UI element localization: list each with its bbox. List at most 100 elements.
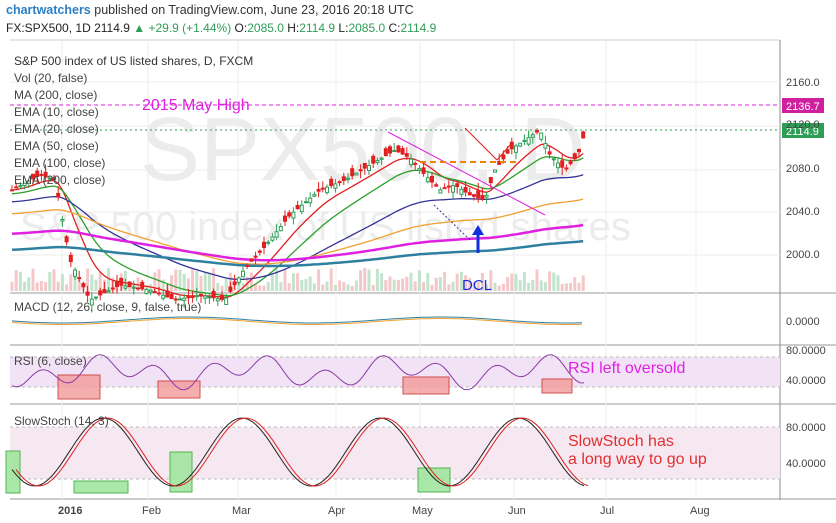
indicator-ema10[interactable]: EMA (10, close)	[14, 105, 99, 119]
change-value: +29.9 (+1.44%)	[148, 21, 232, 35]
volume-bar	[548, 271, 552, 291]
volume-bar	[90, 274, 94, 291]
candle-body	[333, 183, 338, 189]
volume-bar	[191, 269, 195, 291]
volume-bar	[401, 278, 405, 291]
volume-bar	[65, 284, 69, 291]
candle-body	[425, 177, 430, 183]
candle-body	[169, 293, 174, 300]
volume-bar	[384, 280, 388, 291]
rsi-line	[11, 354, 585, 391]
volume-bar	[262, 285, 266, 291]
candle-body	[505, 149, 510, 154]
indicator-ma200[interactable]: MA (200, close)	[14, 88, 98, 102]
candle-body	[299, 204, 304, 213]
candle-body	[123, 285, 128, 289]
price-tick: 2160.0	[786, 77, 820, 89]
volume-bar	[249, 272, 253, 291]
volume-bar	[39, 280, 43, 291]
candle-body	[157, 292, 161, 295]
volume-bar	[380, 273, 384, 291]
volume-bar	[86, 268, 90, 291]
volume-bar	[510, 273, 514, 291]
volume-bar	[409, 272, 413, 291]
candle-body	[577, 148, 581, 153]
rsi-tick-80: 80.0000	[786, 345, 826, 357]
rsi-title[interactable]: RSI (6, close)	[14, 354, 87, 368]
indicator-ema20[interactable]: EMA (20, close)	[14, 122, 99, 136]
volume-bar	[443, 271, 447, 291]
author-link[interactable]: chartwatchers	[6, 3, 91, 17]
candle-body	[501, 154, 506, 160]
symbol-label[interactable]: FX:SPX500,	[6, 21, 73, 35]
candle-body	[270, 236, 275, 241]
candle-body	[144, 288, 149, 294]
candle-body	[396, 145, 401, 153]
ma-line	[11, 143, 584, 299]
candle-body	[463, 186, 468, 193]
candle-body	[203, 295, 208, 299]
candle-body	[131, 286, 136, 289]
volume-bar	[493, 282, 497, 291]
volume-bar	[333, 285, 337, 291]
indicator-ema200[interactable]: EMA (200, close)	[14, 173, 106, 187]
candle-body	[245, 264, 250, 267]
volume-bar	[23, 281, 27, 291]
macd-title[interactable]: MACD (12, 26, close, 9, false, true)	[14, 300, 202, 314]
volume-bar	[48, 272, 52, 291]
candle-body	[539, 132, 544, 140]
volume-bar	[338, 280, 342, 291]
candle-body	[392, 149, 397, 152]
volume-bar	[342, 282, 346, 291]
indicator-ema50[interactable]: EMA (50, close)	[14, 139, 99, 153]
volume-bar	[539, 280, 543, 291]
publish-line: chartwatchers published on TradingView.c…	[6, 3, 414, 17]
candle-body	[278, 226, 283, 232]
time-tick: Apr	[328, 505, 345, 517]
candle-body	[77, 277, 82, 280]
volume-bar	[153, 272, 157, 291]
volume-bar	[254, 284, 258, 291]
main-title: S&P 500 index of US listed shares, D, FX…	[14, 54, 254, 68]
volume-bar	[329, 268, 333, 291]
volume-bar	[506, 277, 510, 291]
indicator-ema100[interactable]: EMA (100, close)	[14, 156, 106, 170]
volume-bar	[405, 276, 409, 291]
volume-bar	[396, 280, 400, 291]
high-value: 2114.9	[299, 21, 336, 35]
candle-body	[43, 171, 48, 178]
candle-body	[64, 236, 69, 243]
candle-body	[522, 139, 527, 142]
volume-bar	[94, 279, 98, 291]
volume-bar	[31, 268, 35, 291]
volume-bar	[27, 277, 31, 291]
candle-body	[417, 168, 422, 171]
price-tick: 2080.0	[786, 163, 820, 175]
volume-bar	[283, 268, 287, 291]
candle-body	[304, 201, 308, 204]
candle-body	[228, 286, 233, 292]
candle-body	[283, 215, 287, 222]
candle-body	[52, 177, 56, 181]
volume-bar	[216, 282, 220, 291]
indicator-vol[interactable]: Vol (20, false)	[14, 71, 88, 85]
volume-bar	[325, 281, 329, 291]
volume-bar	[14, 270, 18, 291]
candle-body	[102, 289, 107, 294]
volume-bar	[552, 272, 556, 291]
candle-body	[451, 185, 455, 193]
candle-body	[379, 157, 384, 160]
candle-body	[22, 182, 27, 186]
candle-body	[312, 194, 317, 197]
stoch-title[interactable]: SlowStoch (14, 3)	[14, 414, 109, 428]
candle-body	[10, 189, 14, 192]
candle-body	[140, 282, 145, 290]
candle-body	[560, 160, 565, 168]
volume-bar	[535, 269, 539, 291]
volume-bars	[10, 268, 585, 291]
time-tick: Jun	[508, 505, 526, 517]
volume-bar	[413, 281, 417, 291]
macd-line	[11, 316, 583, 324]
candle-body	[438, 189, 443, 194]
